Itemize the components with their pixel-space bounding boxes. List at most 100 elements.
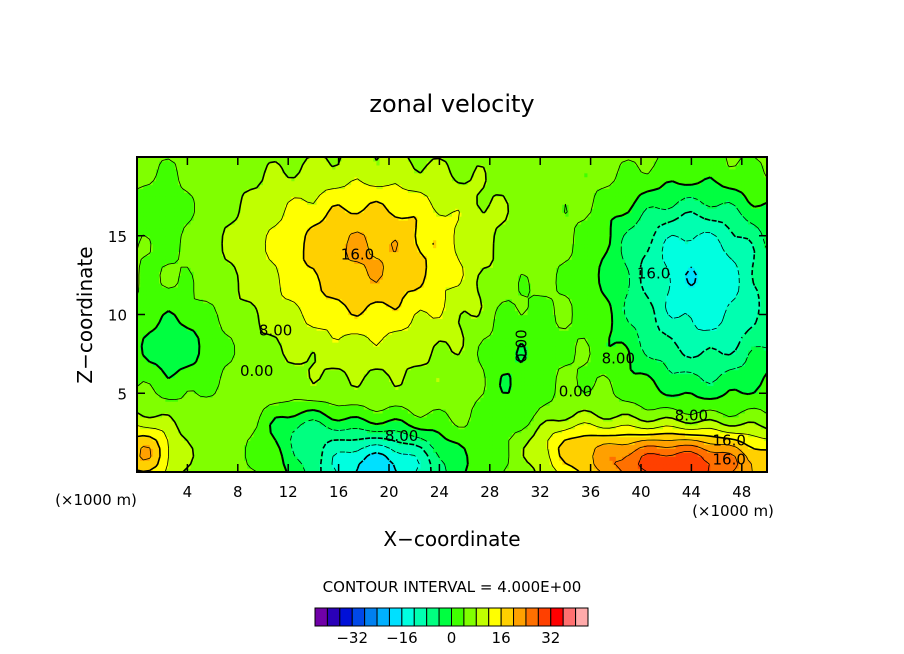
contour-cell [247, 357, 251, 363]
contour-cell [143, 216, 148, 221]
contour-cell [143, 263, 148, 268]
contour-cell [143, 192, 148, 197]
contour-cell [212, 385, 217, 390]
contour-cell [181, 349, 185, 355]
contour-cell [181, 381, 185, 386]
contour-cell [253, 326, 258, 331]
contour-cell [209, 231, 214, 237]
contour-cell [259, 279, 264, 284]
contour-cell [215, 432, 220, 438]
contour-cell [215, 456, 220, 461]
contour-cell [159, 377, 163, 383]
contour-cell [203, 251, 207, 257]
contour-cell [140, 180, 144, 186]
contour-cell [146, 204, 151, 209]
contour-cell [259, 349, 264, 355]
contour-cell [159, 432, 163, 438]
contour-cell [140, 357, 144, 363]
contour-cell [140, 306, 144, 312]
contour-cell [181, 172, 185, 178]
contour-cell [143, 397, 148, 402]
contour-cell [196, 216, 201, 221]
contour-cell [193, 283, 198, 288]
contour-cell [155, 373, 160, 379]
contour-cell [218, 283, 223, 288]
contour-cell [237, 251, 242, 257]
contour-cell [177, 397, 182, 402]
contour-cell [215, 168, 220, 174]
contour-cell [256, 200, 261, 205]
contour-cell [159, 216, 163, 221]
contour-cell [225, 353, 229, 359]
contour-cell [146, 180, 151, 186]
contour-cell [184, 369, 188, 375]
contour-cell [240, 416, 245, 422]
contour-cell [171, 196, 176, 201]
contour-cell [206, 389, 211, 394]
contour-cell [244, 452, 248, 457]
contour-cell [209, 208, 214, 213]
contour-cell [231, 164, 236, 170]
contour-cell [247, 377, 251, 383]
contour-cell [177, 334, 182, 339]
contour-cell [215, 342, 220, 347]
contour-cell [168, 365, 173, 371]
contour-cell [155, 180, 160, 186]
contour-cell [193, 389, 198, 394]
contour-cell [159, 409, 163, 414]
contour-cell [228, 298, 233, 304]
contour-cell [209, 452, 214, 457]
contour-cell [253, 448, 258, 453]
contour-cell [174, 279, 179, 284]
contour-cell [259, 361, 264, 367]
contour-cell [203, 346, 207, 351]
contour-cell [215, 157, 220, 162]
contour-cell [200, 424, 204, 430]
contour-cell [174, 231, 179, 237]
contour-cell [146, 263, 151, 268]
contour-cell [171, 468, 176, 472]
contour-cell [222, 208, 226, 213]
contour-cell [184, 283, 188, 288]
contour-cell [250, 456, 255, 461]
contour-cell [143, 251, 148, 257]
contour-cell [162, 385, 166, 390]
contour-cell [215, 448, 220, 453]
contour-cell [143, 164, 148, 170]
contour-cell [218, 192, 223, 197]
contour-cell [247, 405, 251, 410]
contour-cell [149, 255, 154, 260]
contour-cell [209, 196, 214, 201]
contour-cell [137, 212, 141, 217]
contour-cell [140, 409, 144, 414]
contour-cell [218, 314, 223, 320]
contour-cell [240, 468, 245, 472]
contour-cell [253, 275, 258, 280]
contour-cell [149, 334, 154, 339]
contour-cell [177, 424, 182, 430]
contour-cell [244, 200, 248, 205]
contour-cell [187, 322, 192, 327]
contour-cell [218, 302, 223, 308]
contour-cell [206, 192, 211, 197]
contour-cell [247, 381, 251, 386]
contour-cell [237, 330, 242, 335]
contour-cell [140, 444, 144, 449]
contour-cell [162, 444, 166, 449]
contour-cell [165, 247, 170, 253]
contour-cell [140, 361, 144, 367]
contour-cell [215, 180, 220, 186]
contour-cell [240, 184, 245, 190]
contour-cell [193, 381, 198, 386]
contour-cell [256, 338, 261, 343]
contour-cell [237, 420, 242, 426]
contour-cell [203, 157, 207, 162]
contour-cell [253, 460, 258, 465]
contour-cell [162, 231, 166, 237]
contour-cell [146, 231, 151, 237]
contour-cell [196, 468, 201, 472]
contour-cell [143, 306, 148, 312]
contour-cell [218, 227, 223, 233]
contour-cell [222, 306, 226, 312]
contour-cell [240, 460, 245, 465]
